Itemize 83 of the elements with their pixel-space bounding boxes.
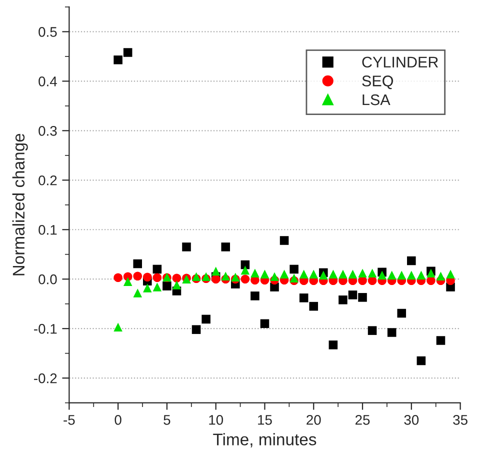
point — [280, 236, 289, 245]
point — [152, 264, 162, 274]
point — [436, 272, 446, 281]
point — [378, 270, 386, 280]
point — [338, 270, 348, 279]
point — [211, 274, 220, 284]
x-tick-label: 10 — [209, 414, 224, 425]
point — [240, 274, 250, 284]
point — [202, 314, 210, 324]
point — [114, 56, 122, 64]
point — [299, 270, 308, 279]
point — [436, 336, 446, 345]
point — [309, 270, 318, 279]
point — [133, 272, 142, 281]
point — [280, 270, 289, 279]
point — [162, 282, 172, 290]
y-tick-label: 0.2 — [38, 175, 57, 186]
point — [250, 268, 260, 278]
y-tick-label: 0.5 — [38, 27, 57, 37]
point — [368, 268, 377, 278]
point — [368, 326, 377, 335]
point — [133, 259, 142, 268]
y-tick-label: 0.0 — [38, 274, 57, 284]
point — [299, 294, 308, 302]
point — [338, 295, 348, 304]
x-tick-label: 0 — [114, 414, 122, 425]
point — [221, 272, 230, 281]
point — [250, 292, 260, 300]
point — [114, 322, 122, 332]
y-axis-title: Normalized change — [12, 134, 28, 276]
point — [416, 270, 426, 280]
point — [270, 272, 279, 282]
point — [319, 270, 328, 280]
point — [397, 270, 406, 280]
y-tick-label: 0.3 — [38, 126, 57, 136]
point — [172, 280, 182, 290]
point — [290, 264, 298, 274]
point — [446, 270, 455, 279]
legend-label: LSA — [362, 94, 390, 106]
y-tick-label: 0.4 — [38, 76, 57, 86]
x-tick-label: 15 — [258, 415, 272, 425]
point — [123, 277, 132, 286]
point — [143, 284, 152, 292]
point — [358, 268, 367, 278]
point — [133, 288, 142, 298]
x-tick-label: 35 — [453, 414, 468, 425]
point — [211, 266, 220, 276]
y-tick-label: -0.1 — [34, 324, 57, 334]
point — [143, 272, 152, 282]
point — [407, 270, 416, 280]
point — [152, 282, 162, 292]
point — [387, 328, 396, 337]
legend-label: SEQ — [362, 76, 394, 90]
point — [152, 273, 162, 282]
point — [416, 356, 426, 366]
point — [328, 340, 338, 350]
point — [407, 256, 416, 266]
x-tick-label: -5 — [64, 415, 75, 425]
point — [309, 302, 318, 311]
y-tick-label: 0.1 — [38, 224, 57, 235]
x-tick-label: 5 — [164, 415, 170, 425]
x-tick-label: 25 — [355, 414, 370, 425]
y-tick-label: -0.2 — [34, 373, 57, 384]
point — [240, 266, 250, 275]
point — [221, 242, 230, 252]
point — [260, 319, 270, 328]
point — [123, 48, 132, 57]
point — [260, 270, 270, 279]
x-tick-label: 20 — [306, 414, 321, 425]
x-axis-title: Time, minutes — [213, 433, 316, 448]
point — [348, 290, 358, 300]
point — [182, 242, 191, 252]
point — [172, 274, 182, 283]
point — [397, 308, 406, 318]
point — [114, 273, 122, 282]
x-tick-label: 30 — [404, 414, 419, 425]
point — [192, 325, 201, 334]
point — [290, 274, 298, 283]
point — [348, 270, 358, 279]
point — [387, 270, 396, 280]
point — [328, 270, 338, 279]
point — [358, 293, 367, 302]
legend-label: CYLINDER — [362, 56, 438, 68]
